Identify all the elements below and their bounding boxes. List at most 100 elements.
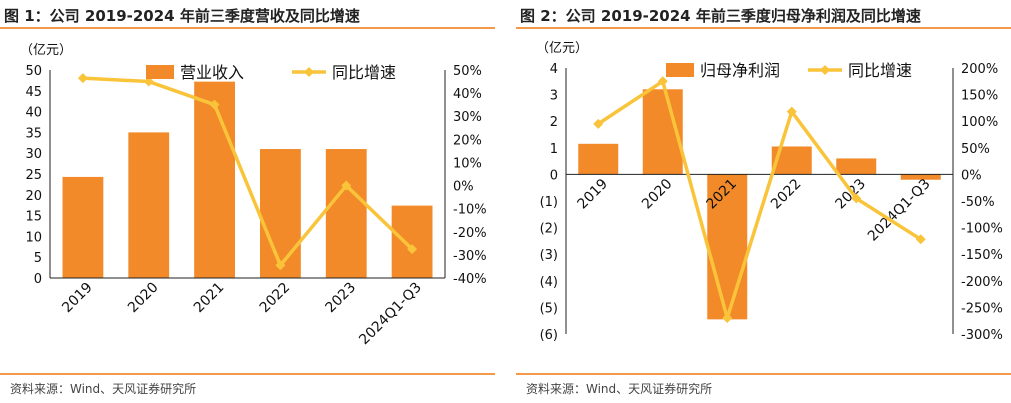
bar <box>62 176 104 278</box>
bar <box>325 149 367 278</box>
x-tick-label: 2021 <box>191 280 228 317</box>
growth-point <box>275 260 286 271</box>
right-axis-tick-label: 100% <box>961 115 998 130</box>
left-axis-tick-label: 0 <box>34 272 42 287</box>
growth-point <box>341 180 352 191</box>
right-axis-tick-label: 50% <box>453 64 482 79</box>
right-axis-tick-label: -300% <box>961 328 1003 343</box>
x-tick-label: 2022 <box>257 280 294 317</box>
right-axis-tick-label: -30% <box>453 249 487 264</box>
figure-2-top-rule <box>516 27 1011 29</box>
growth-point <box>593 118 604 129</box>
x-tick-label: 2020 <box>125 280 162 317</box>
figure-2-title: 图 2：公司 2019-2024 年前三季度归母净利润及同比增速 <box>520 7 921 25</box>
left-axis-tick-label: 3 <box>550 89 558 104</box>
left-axis-tick-label: 2 <box>550 115 558 130</box>
left-axis-tick-label: (2) <box>540 222 558 237</box>
bar <box>900 174 941 180</box>
bar <box>707 174 748 320</box>
growth-point <box>915 234 926 245</box>
figure-2-bottom-rule <box>516 373 1011 375</box>
right-axis-tick-label: 50% <box>961 142 990 157</box>
left-axis-tick-label: 30 <box>25 147 42 162</box>
right-axis-tick-label: -50% <box>961 195 995 210</box>
bar <box>194 81 235 278</box>
left-axis-tick-label: (5) <box>540 301 558 316</box>
left-axis-tick-label: (6) <box>540 328 558 343</box>
right-axis-tick-label: -10% <box>453 203 487 218</box>
right-axis-tick-label: -100% <box>961 222 1003 237</box>
right-axis-tick-label: -200% <box>961 275 1003 290</box>
right-axis-tick-label: 10% <box>453 156 482 171</box>
right-axis-tick-label: 150% <box>961 89 998 104</box>
left-axis-tick-label: 35 <box>25 126 42 141</box>
left-axis-tick-label: (4) <box>540 275 558 290</box>
bar <box>128 132 170 278</box>
x-tick-label: 2023 <box>323 280 360 317</box>
left-axis-tick-label: 25 <box>25 168 42 183</box>
figure-1-title: 图 1：公司 2019-2024 年前三季度营收及同比增速 <box>4 7 360 25</box>
bar <box>391 205 433 278</box>
x-tick-label: 2019 <box>575 176 612 213</box>
legend-label-bar: 归母净利润 <box>700 61 780 80</box>
right-axis-tick-label: 30% <box>453 110 482 125</box>
right-axis-tick-label: 0% <box>453 180 474 195</box>
left-axis-tick-label: 20 <box>25 189 42 204</box>
legend-label-line: 同比增速 <box>332 63 396 82</box>
x-tick-label: 2019 <box>59 280 96 317</box>
left-axis-tick-label: 40 <box>25 106 42 121</box>
x-tick-label: 2022 <box>768 176 805 213</box>
figure-2-panel: 图 2：公司 2019-2024 年前三季度归母净利润及同比增速 （亿元） (6)… <box>516 0 1011 403</box>
figure-2-chart: （亿元） (6) (5) (4) (3) (2) (1) 0 1 2 3 4 -300% -250% -20… <box>536 41 1003 343</box>
growth-point <box>722 313 733 324</box>
right-axis-tick-label: 0% <box>961 168 982 183</box>
figure-2-source: 资料来源：Wind、天风证券研究所 <box>526 382 713 396</box>
right-axis-tick-label: 200% <box>961 62 998 77</box>
left-axis-tick-label: 45 <box>25 85 42 100</box>
growth-point <box>657 76 668 87</box>
unit-label: （亿元） <box>20 43 72 58</box>
figure-1-source: 资料来源：Wind、天风证券研究所 <box>10 382 197 396</box>
figure-1-chart: （亿元） 0 5 10 15 20 25 30 35 40 45 50 -40% -30% -20% -10%… <box>20 43 487 349</box>
right-axis-tick-label: -40% <box>453 272 487 287</box>
bar <box>836 158 877 175</box>
growth-point <box>786 106 797 117</box>
legend-swatch-marker <box>820 65 830 75</box>
x-tick-label: 2020 <box>639 176 676 213</box>
right-axis-tick-label: -20% <box>453 226 487 241</box>
legend-swatch-marker <box>304 67 314 77</box>
legend-swatch-bar <box>146 65 174 79</box>
growth-line <box>82 76 414 268</box>
legend-label-line: 同比增速 <box>848 61 912 80</box>
right-axis-tick-label: -150% <box>961 248 1003 263</box>
left-axis-tick-label: 10 <box>25 230 42 245</box>
left-axis-tick-label: (1) <box>540 195 558 210</box>
legend-label-bar: 营业收入 <box>180 63 244 82</box>
left-axis-tick-label: 15 <box>25 210 42 225</box>
x-tick-label: 2023 <box>833 176 870 213</box>
left-axis-tick-label: 1 <box>550 142 558 157</box>
growth-point <box>77 73 88 84</box>
left-axis-tick-label: 4 <box>550 62 558 77</box>
figure-1-panel: 图 1：公司 2019-2024 年前三季度营收及同比增速 （亿元） 0 5 10 15… <box>0 0 495 403</box>
growth-point <box>209 99 220 110</box>
right-axis-tick-label: 20% <box>453 133 482 148</box>
legend-swatch-bar <box>666 63 694 77</box>
left-axis-tick-label: 5 <box>34 251 42 266</box>
unit-label: （亿元） <box>536 41 588 56</box>
growth-point <box>143 76 154 87</box>
right-axis-tick-label: 40% <box>453 87 482 102</box>
figure-1-top-rule <box>0 27 495 29</box>
growth-line <box>597 79 922 320</box>
left-axis-tick-label: 50 <box>25 64 42 79</box>
bar <box>578 143 619 175</box>
right-axis-tick-label: -250% <box>961 301 1003 316</box>
growth-point <box>851 193 862 204</box>
left-axis-tick-label: 0 <box>550 168 558 183</box>
figure-1-bottom-rule <box>0 373 495 375</box>
left-axis-tick-label: (3) <box>540 248 558 263</box>
x-tick-label: 2024Q1-Q3 <box>356 280 425 349</box>
bar <box>260 149 301 278</box>
growth-point <box>407 244 418 255</box>
